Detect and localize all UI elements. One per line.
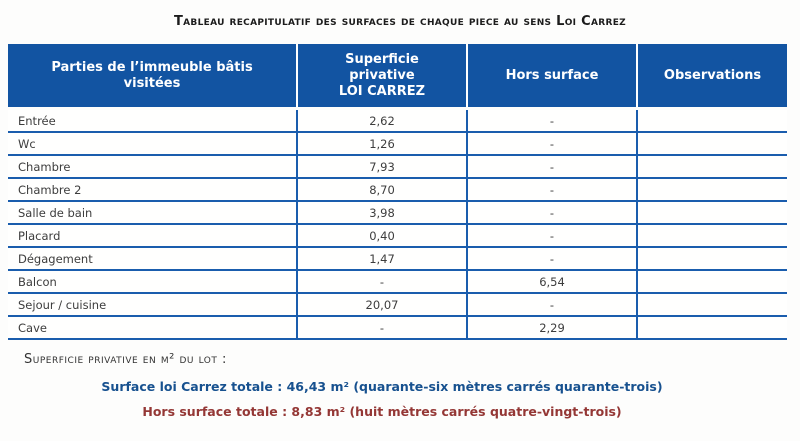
- carrez-value-cell: 0,40: [298, 225, 468, 246]
- hors-value-cell: -: [468, 133, 638, 154]
- observations-cell: [638, 156, 787, 177]
- carrez-value-cell: 1,47: [298, 248, 468, 269]
- room-label-cell: Chambre 2: [8, 179, 298, 200]
- hors-value-cell: -: [468, 202, 638, 223]
- table-row: Salle de bain 3,98-: [8, 202, 787, 225]
- carrez-value-cell: 3,98: [298, 202, 468, 223]
- carrez-value-cell: -: [298, 317, 468, 338]
- table-row: Dégagement 1,47-: [8, 248, 787, 271]
- room-label-cell: Placard: [8, 225, 298, 246]
- observations-cell: [638, 248, 787, 269]
- table-header-row: Parties de l’immeuble bâtis visitées Sup…: [8, 44, 787, 107]
- hors-value-cell: 2,29: [468, 317, 638, 338]
- column-header-parties: Parties de l’immeuble bâtis visitées: [8, 44, 298, 107]
- table-row: Chambre 2 8,70-: [8, 179, 787, 202]
- hors-value-cell: -: [468, 225, 638, 246]
- observations-cell: [638, 317, 787, 338]
- carrez-value-cell: -: [298, 271, 468, 292]
- page-title: Tableau recapitulatif des surfaces de ch…: [174, 14, 626, 29]
- room-label-cell: Entrée: [8, 110, 298, 131]
- carrez-value-cell: 8,70: [298, 179, 468, 200]
- observations-cell: [638, 179, 787, 200]
- observations-cell: [638, 294, 787, 315]
- observations-cell: [638, 110, 787, 131]
- observations-cell: [638, 271, 787, 292]
- hors-value-cell: -: [468, 110, 638, 131]
- table-row: Placard 0,40-: [8, 225, 787, 248]
- superficie-lot-label: Superficie privative en m² du lot :: [24, 352, 227, 367]
- room-label-cell: Dégagement: [8, 248, 298, 269]
- room-label-cell: Balcon: [8, 271, 298, 292]
- hors-value-cell: -: [468, 156, 638, 177]
- room-label-cell: Salle de bain: [8, 202, 298, 223]
- table-row: Cave -2,29: [8, 317, 787, 340]
- room-label-cell: Wc: [8, 133, 298, 154]
- hors-total-line: Hors surface totale : 8,83 m² (huit mètr…: [142, 404, 622, 419]
- table-row: Sejour / cuisine 20,07-: [8, 294, 787, 317]
- table-row: Wc 1,26-: [8, 133, 787, 156]
- room-label-cell: Chambre: [8, 156, 298, 177]
- table-row: Balcon -6,54: [8, 271, 787, 294]
- carrez-value-cell: 20,07: [298, 294, 468, 315]
- observations-cell: [638, 202, 787, 223]
- surfaces-table: Parties de l’immeuble bâtis visitées Sup…: [8, 44, 787, 340]
- carrez-total-line: Surface loi Carrez totale : 46,43 m² (qu…: [101, 379, 663, 394]
- column-header-hors-surface: Hors surface: [468, 44, 638, 107]
- hors-value-cell: -: [468, 248, 638, 269]
- carrez-value-cell: 2,62: [298, 110, 468, 131]
- hors-value-cell: -: [468, 294, 638, 315]
- carrez-value-cell: 1,26: [298, 133, 468, 154]
- room-label-cell: Sejour / cuisine: [8, 294, 298, 315]
- table-row: Chambre 7,93-: [8, 156, 787, 179]
- hors-value-cell: -: [468, 179, 638, 200]
- carrez-value-cell: 7,93: [298, 156, 468, 177]
- column-header-superficie-carrez: Superficie privative LOI CARREZ: [298, 44, 468, 107]
- observations-cell: [638, 133, 787, 154]
- room-label-cell: Cave: [8, 317, 298, 338]
- column-header-observations: Observations: [663, 67, 762, 83]
- table-row: Entrée 2,62-: [8, 110, 787, 133]
- hors-value-cell: 6,54: [468, 271, 638, 292]
- observations-cell: [638, 225, 787, 246]
